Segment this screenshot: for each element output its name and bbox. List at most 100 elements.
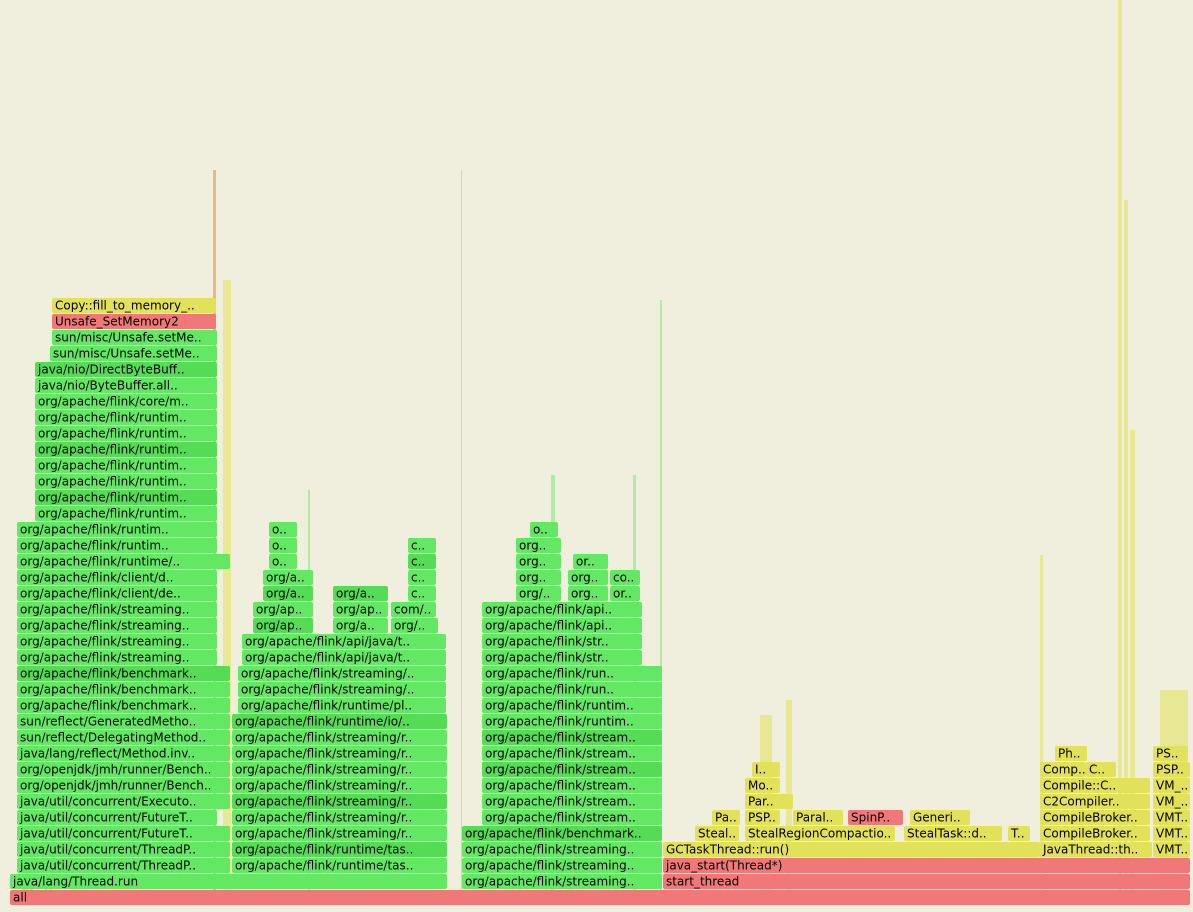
frame[interactable]: [238, 698, 446, 713]
frame-label[interactable]: T..: [1010, 827, 1025, 841]
frame-label[interactable]: sun/reflect/DelegatingMethod..: [20, 731, 206, 745]
frame[interactable]: [793, 810, 843, 825]
frame-label[interactable]: com/..: [394, 603, 431, 617]
frame-label[interactable]: I..: [755, 763, 766, 777]
frame-label[interactable]: start_thread: [666, 875, 739, 889]
frame-label[interactable]: java/util/concurrent/FutureT..: [19, 811, 193, 825]
frame[interactable]: [52, 314, 216, 329]
frame-label[interactable]: PSP..: [1156, 763, 1184, 777]
frame[interactable]: [232, 826, 447, 841]
frame-label[interactable]: org/apache/flink/runtime/io/..: [235, 715, 410, 729]
frame-label[interactable]: org/a..: [336, 619, 375, 633]
frame-label[interactable]: o..: [533, 523, 548, 537]
frame[interactable]: [35, 394, 217, 409]
frame-label[interactable]: C2Compiler..: [1043, 795, 1120, 809]
frame[interactable]: [269, 522, 297, 537]
frame[interactable]: [408, 586, 436, 601]
frame-label[interactable]: Unsafe_SetMemory2: [55, 315, 179, 329]
frame-label[interactable]: java/lang/Thread.run: [12, 875, 138, 889]
frame-label[interactable]: sun/misc/Unsafe.setMe..: [53, 347, 200, 361]
frame[interactable]: [482, 634, 642, 649]
frame[interactable]: [1153, 810, 1190, 825]
frame-label[interactable]: org/apache/flink/streaming..: [20, 619, 189, 633]
frame-label[interactable]: java/util/concurrent/ThreadP..: [19, 859, 196, 873]
frame-label[interactable]: org/apache/flink/runtime/..: [20, 555, 180, 569]
frame[interactable]: [232, 778, 447, 793]
frame-label[interactable]: org/apache/flink/streaming..: [20, 603, 189, 617]
frame[interactable]: [35, 458, 217, 473]
frame-label[interactable]: org/apache/flink/streaming/r..: [235, 779, 412, 793]
frame-label[interactable]: java/lang/reflect/Method.inv..: [19, 747, 195, 761]
frame-label[interactable]: Ph..: [1058, 747, 1080, 761]
frame-label[interactable]: org/apache/flink/str..: [485, 651, 609, 665]
frame[interactable]: [263, 586, 313, 601]
frame-label[interactable]: org/apache/flink/runtim..: [38, 443, 187, 457]
frame[interactable]: [232, 794, 447, 809]
frame-label[interactable]: org/apache/flink/stream..: [485, 747, 636, 761]
frame[interactable]: [17, 698, 230, 713]
frame-label[interactable]: org/apache/flink/benchmark..: [20, 699, 197, 713]
frame-label[interactable]: CompileBroker..: [1043, 827, 1138, 841]
frame[interactable]: [232, 746, 447, 761]
frame-label[interactable]: org/apache/flink/benchmark..: [20, 667, 197, 681]
frame-label[interactable]: org/a..: [266, 587, 305, 601]
frame-label[interactable]: org/apache/flink/streaming..: [20, 651, 189, 665]
frame[interactable]: [35, 474, 217, 489]
frame[interactable]: [232, 730, 447, 745]
frame[interactable]: [745, 826, 895, 841]
frame[interactable]: [232, 810, 447, 825]
frame[interactable]: [50, 346, 217, 361]
frame[interactable]: [391, 602, 436, 617]
frame[interactable]: [232, 842, 447, 857]
frame[interactable]: [745, 810, 780, 825]
frame[interactable]: [745, 794, 793, 809]
frame-label[interactable]: c..: [411, 555, 425, 569]
frame-label[interactable]: VM_..: [1156, 795, 1188, 809]
frame-label[interactable]: org/apache/flink/runtim..: [38, 459, 187, 473]
frame[interactable]: [482, 810, 662, 825]
frame-label[interactable]: PSP..: [748, 811, 776, 825]
frame[interactable]: [17, 842, 230, 857]
frame-label[interactable]: java_start(Thread*): [665, 859, 782, 873]
frame-label[interactable]: org/apache/flink/stream..: [485, 763, 636, 777]
frame[interactable]: [333, 586, 388, 601]
frame-label[interactable]: or..: [576, 555, 595, 569]
frame[interactable]: [516, 538, 561, 553]
frame[interactable]: [1040, 810, 1150, 825]
frame[interactable]: [242, 650, 446, 665]
frame[interactable]: [35, 426, 217, 441]
frame-label[interactable]: org/apache/flink/api/java/t..: [245, 651, 410, 665]
frame[interactable]: [1153, 778, 1190, 793]
frame-label[interactable]: org..: [571, 587, 598, 601]
frame[interactable]: [568, 570, 608, 585]
frame[interactable]: [462, 874, 662, 889]
frame[interactable]: [663, 874, 1190, 889]
frame[interactable]: [1008, 826, 1030, 841]
frame[interactable]: [1055, 746, 1087, 761]
frame-label[interactable]: org/apache/flink/streaming/r..: [235, 731, 412, 745]
frame-label[interactable]: Par..: [748, 795, 774, 809]
frame[interactable]: [482, 602, 642, 617]
frame[interactable]: [1153, 842, 1190, 857]
frame[interactable]: [263, 570, 313, 585]
frame[interactable]: [17, 794, 230, 809]
frame[interactable]: [35, 490, 217, 505]
frame-label[interactable]: org/apache/flink/client/de..: [20, 587, 181, 601]
frame-label[interactable]: CompileBroker..: [1043, 811, 1138, 825]
frame-label[interactable]: java/nio/DirectByteBuff..: [37, 363, 185, 377]
frame[interactable]: [462, 858, 662, 873]
frame[interactable]: [17, 714, 230, 729]
frame[interactable]: [17, 858, 230, 873]
frame[interactable]: [745, 778, 780, 793]
frame[interactable]: [17, 730, 230, 745]
frame[interactable]: [663, 858, 1190, 873]
frame[interactable]: [10, 874, 447, 889]
frame[interactable]: [1153, 794, 1190, 809]
frame-label[interactable]: o..: [272, 555, 287, 569]
frame[interactable]: [1040, 778, 1150, 793]
frame[interactable]: [17, 666, 230, 681]
frame[interactable]: [482, 762, 662, 777]
frame-label[interactable]: Paral..: [796, 811, 833, 825]
frame-label[interactable]: org/apache/flink/stream..: [485, 779, 636, 793]
frame[interactable]: [35, 378, 217, 393]
